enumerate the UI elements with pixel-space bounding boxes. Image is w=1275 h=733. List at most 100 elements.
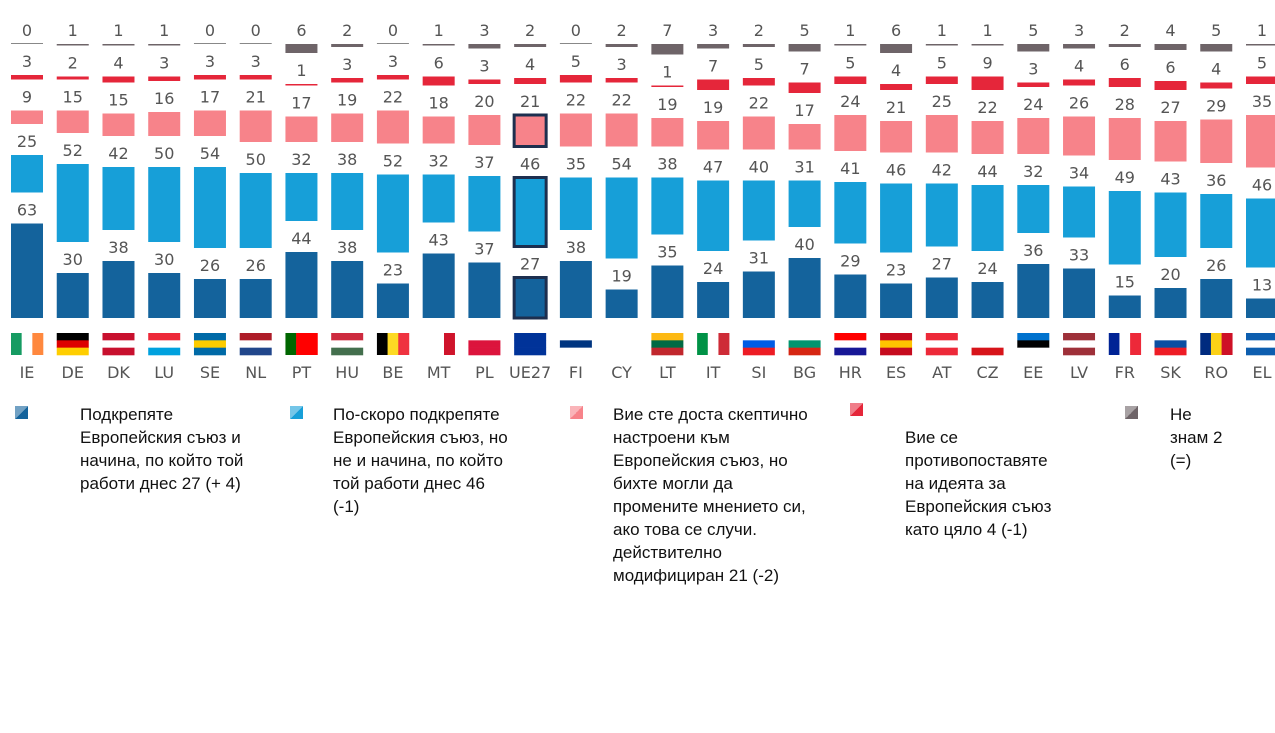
value-label: 17 [200,88,220,107]
value-label: 47 [703,158,723,177]
bar-segment [697,121,730,150]
value-label: 2 [525,21,535,40]
value-label: 16 [154,89,174,108]
bar-segment [971,282,1004,318]
value-label: 1 [159,21,169,40]
bar-segment [422,44,455,46]
value-label: 9 [22,88,32,107]
bar-segment [376,43,409,44]
value-label: 42 [108,144,128,163]
bar-segment [331,44,364,47]
bar-segment [102,167,135,230]
flag [193,340,226,348]
bar-segment [1154,44,1187,50]
value-label: 46 [1252,176,1272,195]
value-label: 24 [840,92,860,111]
x-tick-label: FI [569,363,583,382]
flag [514,347,547,356]
bar-segment [1017,44,1050,52]
value-label: 6 [434,54,444,73]
bar-segment [468,176,501,232]
value-label: 2 [617,21,627,40]
bar-segment [1063,44,1096,49]
bar-segment [193,110,226,136]
bar-segment [102,261,135,318]
bar-segment [422,174,455,223]
value-label: 0 [205,21,215,40]
value-label: 25 [17,132,37,151]
bar-segment [1246,44,1275,46]
bar-segment [1017,185,1050,233]
value-label: 42 [932,161,952,180]
bar-segment [468,44,501,49]
flag [605,347,638,356]
value-label: 3 [159,54,169,73]
value-label: 25 [932,92,952,111]
bar-segment [788,82,821,93]
value-label: 22 [383,88,403,107]
bar-segment [788,180,821,227]
value-label: 46 [886,161,906,180]
flag [468,347,501,356]
value-label: 26 [246,256,266,275]
value-label: 7 [662,21,672,40]
bar-segment [11,223,43,318]
flag [651,340,684,348]
bar-segment [56,164,89,242]
bar-segment [880,283,913,318]
bar-segment [1154,121,1187,162]
value-label: 38 [108,238,128,257]
bar-segment [788,44,821,52]
value-label: 30 [154,250,174,269]
bar-segment [1200,279,1233,318]
bar-segment [285,252,318,318]
bar-segment [1017,264,1050,318]
bar-segment [11,155,43,193]
bar-segment [102,44,135,46]
value-label: 26 [1069,94,1089,113]
value-label: 2 [754,21,764,40]
bar-segment [1246,198,1275,268]
flag [1063,347,1096,356]
bar-segment [1200,82,1233,89]
bar-segment [788,124,821,150]
bar-segment [512,113,548,148]
bar-segment [148,76,181,81]
flag [559,333,592,341]
flag [1221,333,1233,355]
legend-label: Вие се противопоставяте на идеята за Евр… [905,428,1052,539]
value-label: 44 [977,162,997,181]
bar-segment [285,44,318,53]
x-tick-label: DK [107,363,130,382]
bar-segment [1108,44,1141,47]
bar-segment [742,180,775,241]
x-tick-label: SK [1160,363,1181,382]
flag [1017,340,1050,348]
flag [925,340,958,348]
bar-segment [11,43,43,44]
legend-label: Не знам 2 (=) [1170,405,1223,470]
flag [422,333,434,355]
flag [1154,340,1187,348]
flag [925,347,958,356]
bar-segment [376,174,409,253]
x-tick-label: BG [793,363,816,382]
flag [21,333,33,355]
x-tick-label: BE [382,363,403,382]
value-label: 5 [571,52,581,71]
flag [331,340,364,348]
value-label: 1 [434,21,444,40]
flag [742,333,775,341]
bar-segment [376,110,409,144]
bar-segment [605,177,638,259]
bar-segment [697,282,730,318]
value-label: 1 [937,21,947,40]
value-label: 21 [886,98,906,117]
flag [1017,347,1050,356]
flag [1200,333,1212,355]
value-label: 22 [611,91,631,110]
bar-segment [925,277,958,318]
value-label: 27 [1160,98,1180,117]
value-label: 13 [1252,276,1272,295]
value-label: 1 [845,21,855,40]
